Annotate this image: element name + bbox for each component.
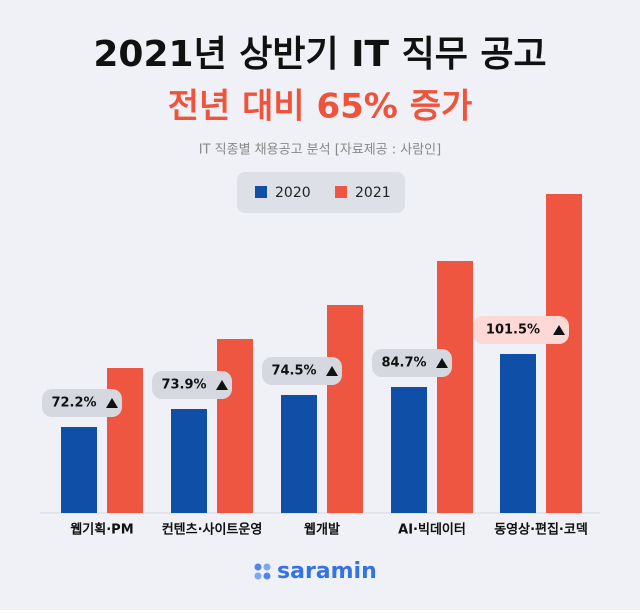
x-tick-label: AI·빅데이터 — [398, 522, 466, 538]
annotation-badge — [152, 371, 232, 399]
logo: saramin — [254, 559, 377, 584]
bar — [171, 409, 207, 513]
bar — [500, 354, 536, 513]
up-arrow — [436, 358, 448, 368]
up-arrow — [553, 325, 565, 335]
chart-title: 2021년 상반기 IT 직무 공고 — [93, 34, 546, 75]
x-tick-label: 동영상·편집·코덱 — [494, 522, 588, 538]
bar — [391, 387, 427, 513]
bar — [281, 395, 317, 513]
logo-dot — [254, 572, 262, 580]
legend-swatch — [335, 186, 347, 198]
annotation: 74.5% — [271, 364, 316, 379]
up-arrow — [326, 366, 338, 376]
up-arrow — [216, 380, 228, 390]
annotation: 73.9% — [161, 378, 206, 393]
chart-subtitle: 전년 대비 65% 증가 — [168, 87, 473, 127]
x-tick-label: 컨텐츠·사이트운영 — [162, 522, 263, 538]
bar — [61, 427, 97, 513]
x-tick-label: 웹개발 — [304, 522, 340, 538]
annotation-badge — [473, 316, 569, 344]
annotation-badge — [42, 389, 122, 417]
bar — [217, 339, 253, 513]
legend-label: 2021 — [355, 185, 391, 201]
logo-dot — [263, 572, 271, 580]
annotation-badge — [262, 357, 342, 385]
annotation: 101.5% — [486, 323, 540, 338]
logo-text: saramin — [277, 559, 377, 584]
logo-dot — [263, 563, 271, 571]
legend-box — [237, 172, 405, 213]
legend-swatch — [255, 186, 267, 198]
bar — [437, 261, 473, 513]
annotation-badge — [372, 349, 452, 377]
up-arrow — [106, 398, 118, 408]
annotation: 84.7% — [381, 356, 426, 371]
bar — [546, 194, 582, 513]
legend-label: 2020 — [275, 185, 311, 201]
source: IT 직종별 채용공고 분석 [자료제공 : 사람인] — [199, 143, 441, 158]
x-tick-label: 웹기획·PM — [70, 522, 133, 538]
logo-dot — [254, 563, 262, 571]
bar — [327, 305, 363, 513]
annotation: 72.2% — [51, 396, 96, 411]
